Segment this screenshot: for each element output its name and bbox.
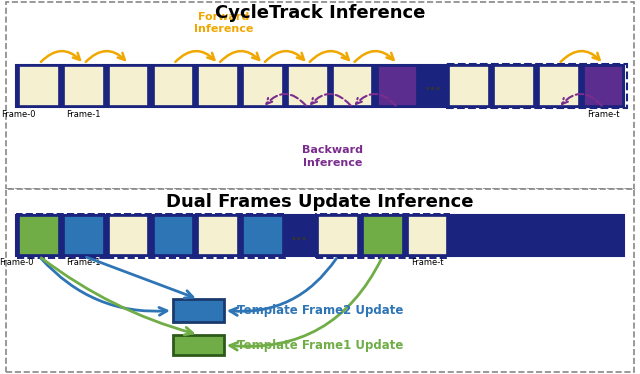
Bar (333, 66, 372, 106)
Bar (173, 335, 224, 355)
Bar (173, 299, 224, 322)
Bar (154, 216, 193, 255)
Bar (109, 216, 148, 255)
Bar (363, 216, 403, 255)
Text: Frame-t: Frame-t (588, 110, 620, 119)
Bar (107, 214, 195, 258)
Text: CycleTrack Inference: CycleTrack Inference (215, 4, 425, 22)
Text: Template Frame1 Update: Template Frame1 Update (237, 338, 403, 352)
Bar (16, 215, 624, 256)
Text: Frame-0: Frame-0 (0, 258, 34, 267)
Bar (288, 66, 328, 106)
Bar (494, 66, 534, 106)
Bar (109, 66, 148, 106)
Bar (64, 66, 104, 106)
Bar (64, 216, 104, 255)
Bar (19, 66, 59, 106)
Text: Dual Frames Update Inference: Dual Frames Update Inference (166, 193, 474, 211)
Text: Template Frame2 Update: Template Frame2 Update (237, 304, 403, 317)
Bar (446, 64, 627, 108)
Bar (584, 66, 623, 106)
Text: Frame-t: Frame-t (412, 258, 444, 267)
Bar (449, 66, 489, 106)
Bar (19, 216, 59, 255)
Text: Backward
Inference: Backward Inference (302, 145, 364, 168)
Bar (154, 66, 193, 106)
Text: ...: ... (425, 78, 442, 94)
Bar (243, 66, 283, 106)
Text: Frame-1: Frame-1 (67, 110, 101, 119)
Bar (318, 216, 358, 255)
Bar (17, 214, 106, 258)
Bar (539, 66, 579, 106)
Bar (316, 214, 449, 258)
Bar (243, 216, 283, 255)
Bar (196, 214, 285, 258)
Text: Forward
Inference: Forward Inference (195, 12, 253, 34)
Bar (198, 216, 238, 255)
Text: ...: ... (291, 228, 307, 243)
Text: Frame-1: Frame-1 (67, 258, 101, 267)
Bar (198, 66, 238, 106)
Bar (408, 216, 447, 255)
Text: Frame-0: Frame-0 (1, 110, 36, 119)
Bar (378, 66, 417, 106)
Bar (16, 65, 624, 107)
